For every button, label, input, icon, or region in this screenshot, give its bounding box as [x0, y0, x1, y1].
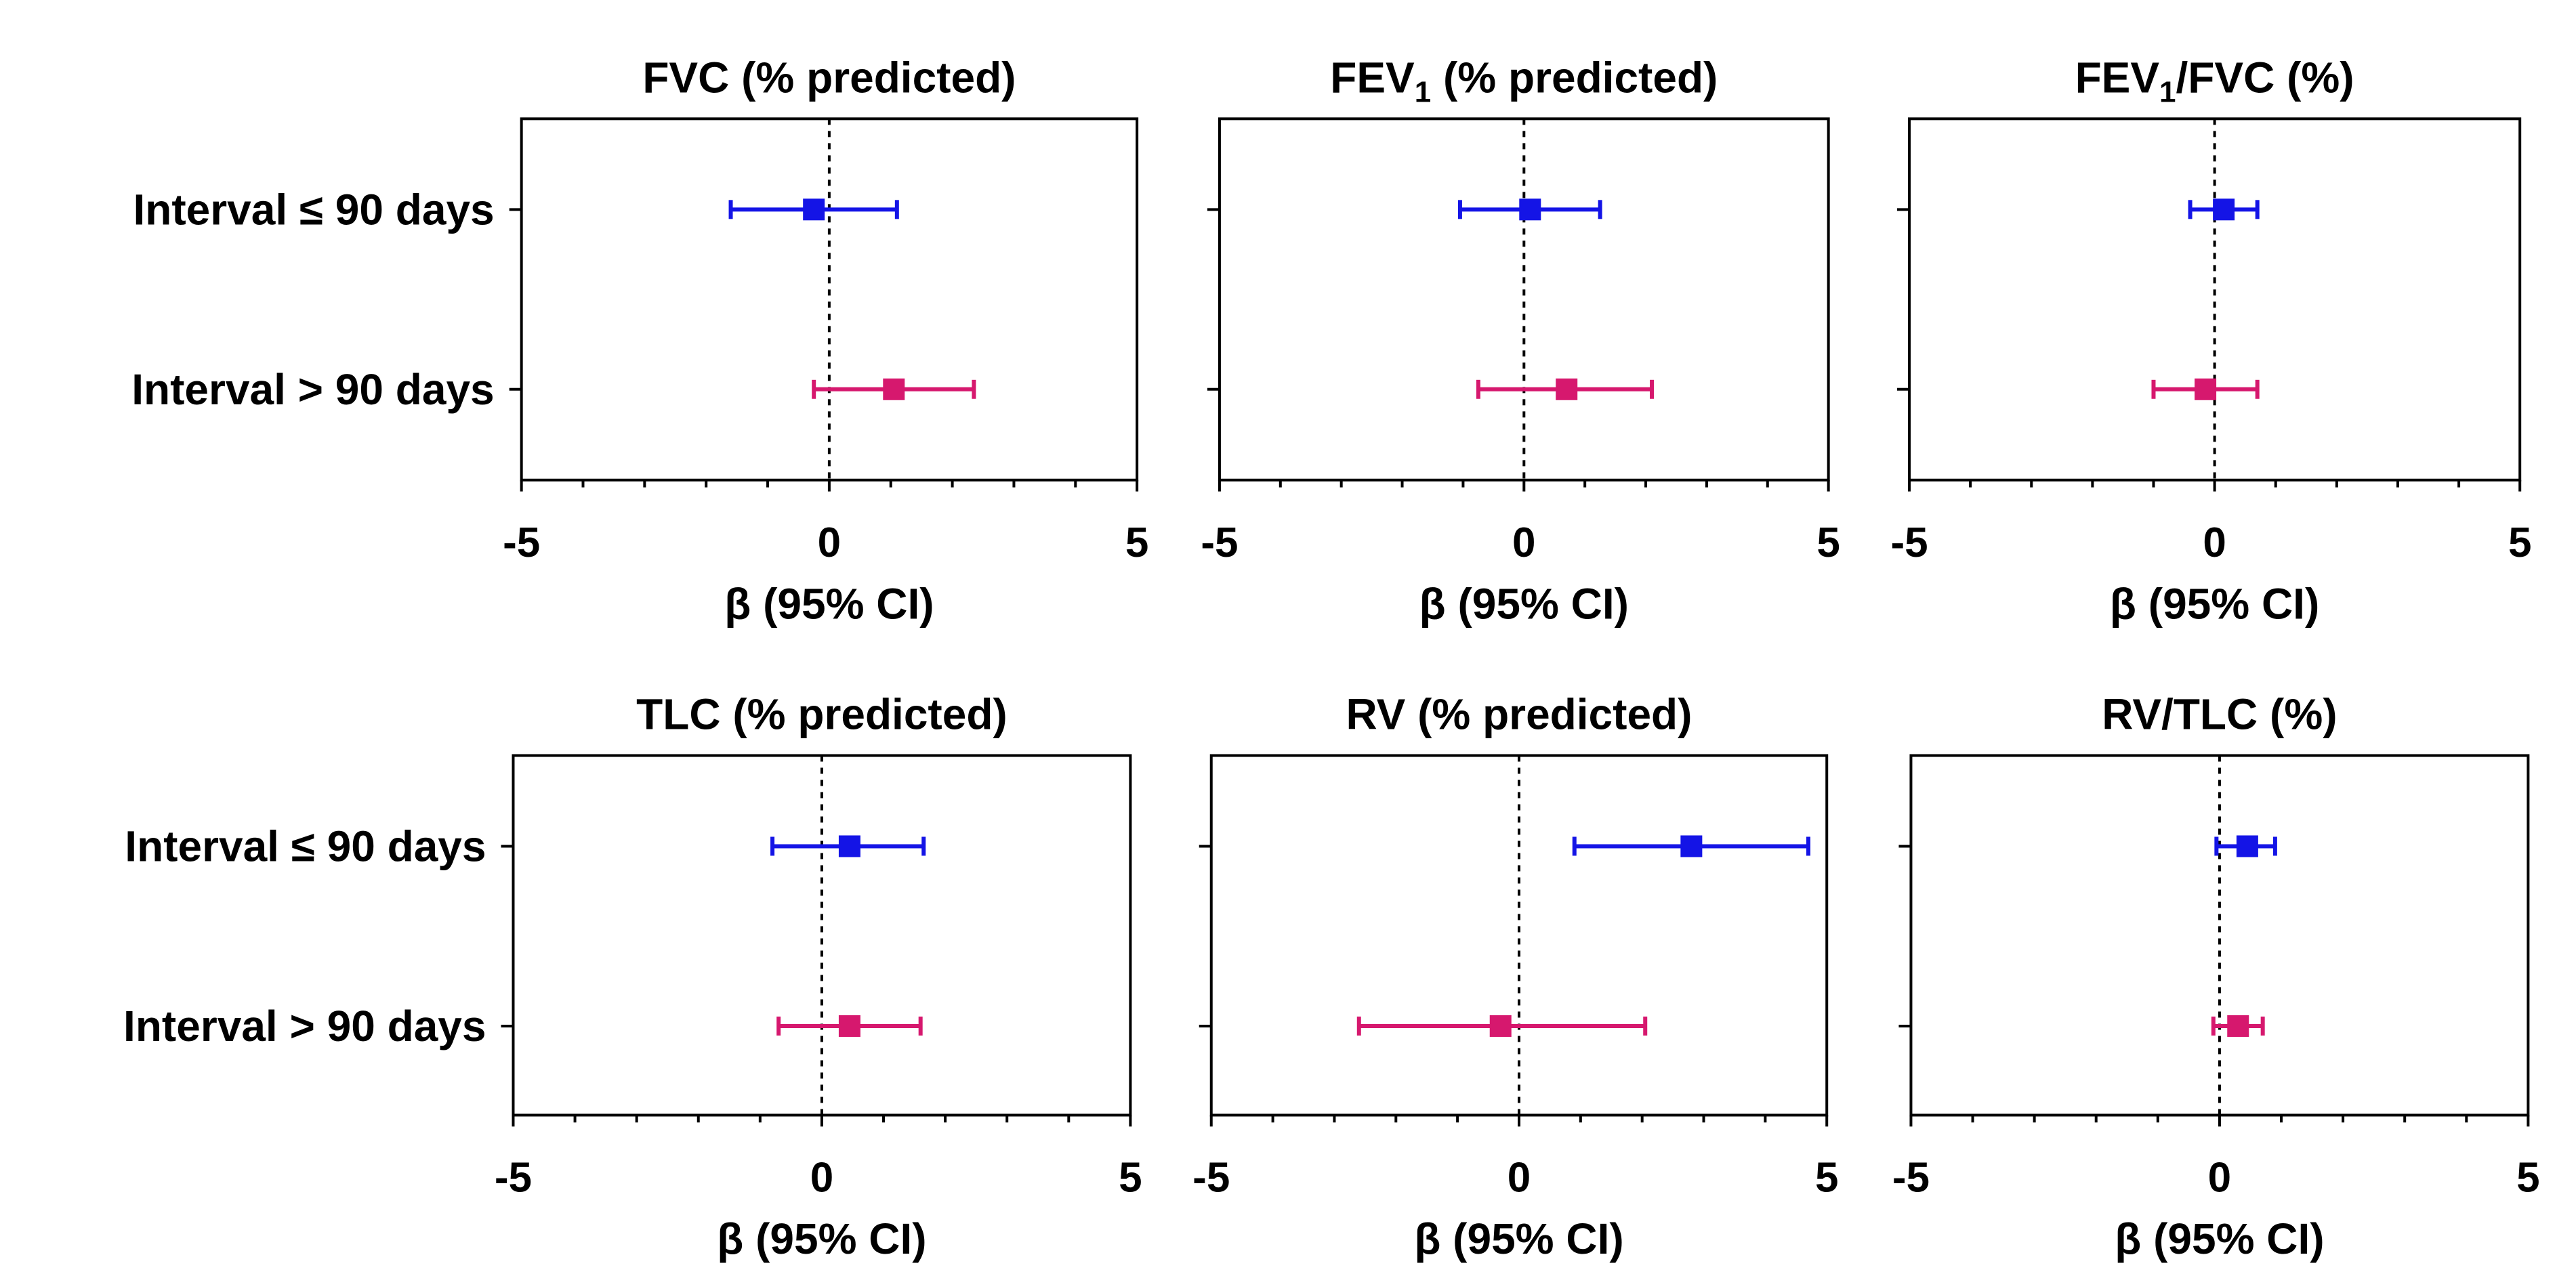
x-axis-label: β (95% CI) [1414, 1214, 1623, 1263]
forest-panel-6: RV/TLC (%) -5 0 5 β (95% CI) [1892, 690, 2540, 1264]
x-tick-label: -5 [1892, 1155, 1930, 1201]
point-estimate-marker [1680, 835, 1703, 857]
point-estimate-marker [2213, 198, 2235, 221]
x-tick-label: 0 [818, 519, 841, 566]
row-label: Interval ≤ 90 days [125, 822, 486, 870]
point-estimate-marker [838, 835, 860, 857]
x-tick-label: 5 [1125, 519, 1148, 566]
point-estimate-marker [883, 378, 905, 400]
forest-panel-1: FVC (% predicted) -5 0 5 β (95% CI) Interval … [131, 53, 1148, 628]
x-tick-label: 0 [810, 1155, 833, 1201]
panel-title: TLC (% predicted) [636, 690, 1007, 739]
panel-title: RV (% predicted) [1346, 690, 1692, 739]
row-label: Interval > 90 days [123, 1002, 486, 1050]
row-interval-gt-90: Interval > 90 days [131, 365, 976, 414]
row-interval-le-90 [1897, 198, 2260, 221]
point-estimate-marker [2236, 835, 2258, 857]
panel-title: FEV1/FVC (%) [2075, 53, 2354, 108]
panel-title: FVC (% predicted) [642, 53, 1016, 102]
row-label: Interval > 90 days [131, 365, 494, 414]
panel-title-text: RV (% predicted) [1346, 690, 1692, 739]
point-estimate-marker [1519, 198, 1541, 221]
forest-panel-5: RV (% predicted) -5 0 5 β (95% CI) [1192, 690, 1838, 1264]
forest-panel-2: FEV1 (% predicted) -5 0 5 β (95% CI) [1201, 53, 1840, 628]
x-axis-label: β (95% CI) [717, 1214, 926, 1263]
forest-panel-3: FEV1/FVC (%) -5 0 5 β (95% CI) [1890, 53, 2531, 628]
row-interval-le-90 [1207, 198, 1602, 221]
point-estimate-marker [2195, 378, 2217, 400]
panel-title-text: FEV [1330, 53, 1415, 102]
row-interval-le-90 [1898, 835, 2277, 857]
row-interval-le-90: Interval ≤ 90 days [125, 822, 926, 870]
x-tick-label: -5 [503, 519, 540, 566]
row-interval-gt-90 [1898, 1015, 2265, 1037]
point-estimate-marker [803, 198, 825, 221]
panel-title-text: FEV [2075, 53, 2160, 102]
x-tick-label: -5 [1890, 519, 1928, 566]
row-interval-gt-90 [1207, 378, 1655, 400]
x-tick-label: 5 [2508, 519, 2531, 566]
point-estimate-marker [2227, 1015, 2249, 1037]
x-tick-label: -5 [495, 1155, 532, 1201]
x-tick-label: 5 [1815, 1155, 1838, 1201]
panel-title-subscript: 1 [2159, 75, 2176, 108]
panel-title-suffix: /FVC (%) [2176, 53, 2354, 102]
row-label: Interval ≤ 90 days [133, 185, 494, 234]
row-interval-gt-90 [1199, 1015, 1648, 1037]
panel-title-text: RV/TLC (%) [2102, 690, 2337, 739]
x-tick-label: 0 [2208, 1155, 2231, 1201]
row-interval-gt-90 [1897, 378, 2260, 400]
panel-title-subscript: 1 [1415, 75, 1431, 108]
panel-title-suffix: (% predicted) [1431, 53, 1718, 102]
x-tick-label: 0 [2203, 519, 2226, 566]
x-tick-label: 5 [1816, 519, 1840, 566]
x-axis-label: β (95% CI) [2110, 579, 2319, 628]
x-tick-label: 0 [1512, 519, 1535, 566]
forest-panel-4: TLC (% predicted) -5 0 5 β (95% CI) Interval … [123, 690, 1142, 1264]
x-axis-label: β (95% CI) [1419, 579, 1629, 628]
row-interval-gt-90: Interval > 90 days [123, 1002, 923, 1050]
panel-title-text: FVC (% predicted) [642, 53, 1016, 102]
x-tick-label: -5 [1201, 519, 1238, 566]
point-estimate-marker [1556, 378, 1578, 400]
panel-title-text: TLC (% predicted) [636, 690, 1007, 739]
x-tick-label: -5 [1192, 1155, 1230, 1201]
row-interval-le-90 [1199, 835, 1810, 857]
point-estimate-marker [838, 1015, 860, 1037]
x-axis-label: β (95% CI) [724, 579, 934, 628]
row-interval-le-90: Interval ≤ 90 days [133, 185, 899, 234]
x-tick-label: 0 [1508, 1155, 1531, 1201]
panel-title: RV/TLC (%) [2102, 690, 2337, 739]
x-tick-label: 5 [1119, 1155, 1142, 1201]
panel-title: FEV1 (% predicted) [1330, 53, 1718, 108]
x-axis-label: β (95% CI) [2115, 1214, 2324, 1263]
point-estimate-marker [1489, 1015, 1512, 1037]
x-tick-label: 5 [2516, 1155, 2539, 1201]
